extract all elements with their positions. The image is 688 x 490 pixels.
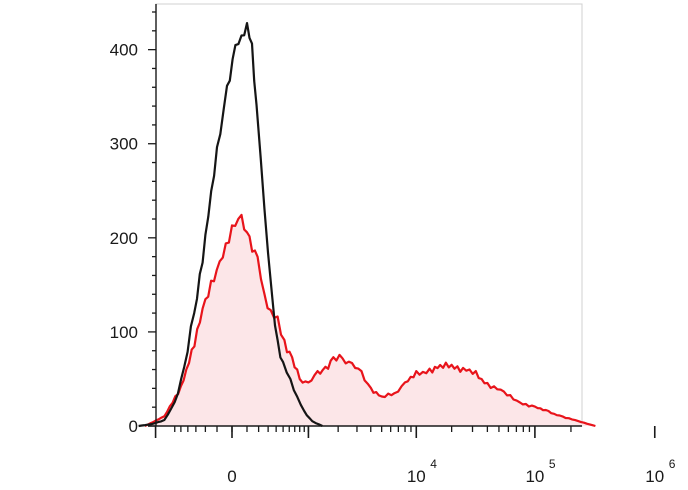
series-0-area	[144, 214, 596, 426]
series-1-line	[138, 22, 323, 428]
axes-layer	[148, 4, 582, 427]
x-tick-exponent: 4	[430, 457, 437, 471]
y-tick-label: 100	[110, 323, 138, 342]
x-tick-label: 0	[227, 467, 236, 486]
x-tick-label: 10	[407, 467, 426, 486]
x-tick-exponent: 5	[549, 457, 556, 471]
x-tick-exponent: 6	[669, 457, 676, 471]
labels-layer: 0 100 200 300 400 0 10 4 10 5 10 6	[110, 41, 676, 486]
y-tick-label: 400	[110, 41, 138, 60]
x-tick-label: 10	[525, 467, 544, 486]
x-tick-label: 10	[645, 467, 664, 486]
y-tick-label: 0	[129, 417, 138, 436]
y-tick-label: 200	[110, 229, 138, 248]
series-layer	[138, 22, 596, 428]
ticks-layer	[148, 11, 656, 438]
series-0-line	[144, 213, 596, 428]
y-tick-label: 300	[110, 135, 138, 154]
